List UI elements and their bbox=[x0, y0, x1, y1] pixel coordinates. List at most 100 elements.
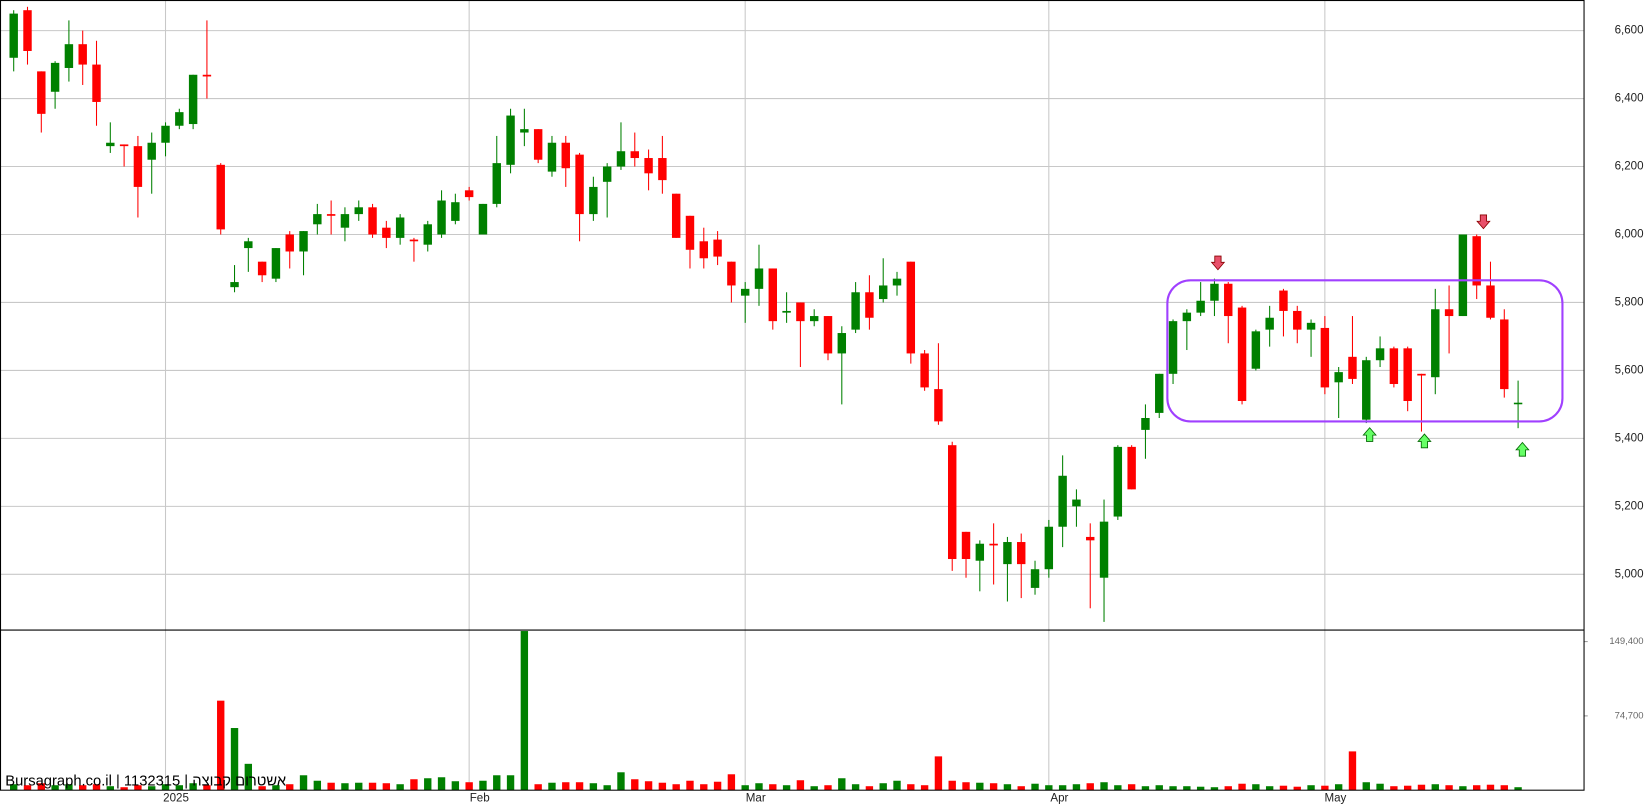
candle-body bbox=[768, 268, 778, 322]
volume-bar bbox=[1390, 786, 1398, 791]
buy-arrow bbox=[1362, 427, 1377, 442]
candle-body bbox=[382, 227, 391, 238]
volume-bar bbox=[424, 778, 432, 791]
candle-body bbox=[865, 292, 874, 318]
candle-body bbox=[1155, 373, 1164, 413]
volume-bar bbox=[1514, 787, 1522, 791]
volume-bar bbox=[1114, 785, 1122, 791]
candle-body bbox=[740, 288, 750, 296]
candle-body bbox=[133, 146, 143, 187]
volume-bar bbox=[796, 780, 805, 791]
volume-bar bbox=[106, 786, 114, 791]
volume-bar bbox=[755, 783, 763, 791]
volume-bar bbox=[1500, 785, 1508, 791]
volume-bar bbox=[727, 774, 736, 791]
y-tick-label: 149,400 bbox=[1609, 636, 1643, 647]
candle-body bbox=[685, 215, 695, 250]
candle-body bbox=[1458, 234, 1468, 317]
volume-bar bbox=[1127, 784, 1136, 791]
volume-bar bbox=[479, 780, 487, 791]
candle-body bbox=[1500, 319, 1509, 390]
range-box bbox=[1166, 279, 1564, 423]
candle-body bbox=[1265, 317, 1274, 330]
volume-bar bbox=[203, 785, 211, 791]
candle-body bbox=[1348, 356, 1357, 379]
candle-body bbox=[340, 214, 350, 228]
volume-bar bbox=[893, 780, 901, 791]
y-tick-label: 5,200 bbox=[1615, 500, 1644, 512]
volume-bar bbox=[976, 782, 984, 791]
buy-arrow bbox=[1417, 433, 1432, 449]
volume-bar bbox=[769, 784, 777, 791]
candle-body bbox=[1099, 521, 1109, 578]
volume-bar bbox=[907, 784, 915, 791]
candle-body bbox=[368, 207, 377, 235]
volume-bar bbox=[51, 785, 59, 791]
volume-bar bbox=[299, 775, 308, 791]
candle-body bbox=[147, 142, 156, 160]
candle-body bbox=[1417, 373, 1426, 376]
candle-body bbox=[1293, 310, 1302, 330]
volume-bar bbox=[341, 783, 349, 791]
candle-body bbox=[326, 214, 336, 216]
volume-bar bbox=[700, 784, 708, 791]
candle-body bbox=[975, 543, 985, 561]
volume-bar bbox=[1279, 785, 1288, 791]
candle-body bbox=[1030, 569, 1040, 588]
candle-body bbox=[23, 10, 32, 51]
candle-body bbox=[37, 71, 46, 114]
volume-bar bbox=[465, 782, 473, 791]
volume-bar bbox=[1141, 786, 1150, 791]
candle-body bbox=[644, 158, 653, 174]
candle-body bbox=[934, 389, 943, 422]
volume-bar bbox=[189, 783, 197, 791]
candle-body bbox=[119, 144, 129, 147]
volume-bar bbox=[617, 772, 625, 791]
volume-bar bbox=[810, 786, 818, 791]
candle-body bbox=[961, 531, 971, 560]
volume-bar bbox=[451, 781, 460, 791]
volume-bar bbox=[879, 783, 887, 791]
volume-bar bbox=[244, 763, 253, 791]
x-tick-label: May bbox=[1324, 793, 1346, 805]
volume-bar bbox=[396, 784, 404, 791]
watermark: Bursagraph.co.il | 1132315 | אשטרום קבוצ… bbox=[5, 774, 287, 790]
volume-bar bbox=[1459, 786, 1467, 791]
candle-body bbox=[754, 268, 764, 289]
volume-bar bbox=[1155, 785, 1163, 791]
candle-body bbox=[1113, 446, 1123, 517]
volume-bar bbox=[1417, 784, 1426, 791]
volume-bar bbox=[1376, 783, 1384, 791]
volume-bar bbox=[1362, 782, 1370, 791]
volume-bar bbox=[686, 780, 694, 791]
candle-body bbox=[257, 261, 267, 276]
candle-body bbox=[630, 151, 639, 159]
volume-bar bbox=[589, 783, 598, 791]
volume-bar bbox=[741, 785, 749, 791]
y-tick-label: 5,600 bbox=[1615, 364, 1644, 376]
x-tick-label: Mar bbox=[746, 793, 766, 805]
volume-bar bbox=[1293, 786, 1301, 791]
marks bbox=[9, 6, 1523, 791]
volume-bar bbox=[217, 700, 225, 791]
volume-bar bbox=[120, 787, 128, 791]
candle-body bbox=[285, 234, 294, 252]
candle-body bbox=[437, 200, 446, 235]
y-tick-label: 6,200 bbox=[1615, 161, 1644, 173]
candle-body bbox=[175, 112, 184, 126]
candle-body bbox=[161, 125, 170, 143]
volume-bar bbox=[1431, 784, 1439, 791]
x-tick-label: Feb bbox=[470, 793, 490, 805]
volume-bar bbox=[1403, 785, 1412, 791]
y-tick-label: 6,600 bbox=[1615, 25, 1644, 37]
candle-body bbox=[423, 224, 432, 245]
volume-bar bbox=[1045, 785, 1053, 791]
volume-bar bbox=[175, 785, 184, 791]
candle-body bbox=[520, 129, 529, 133]
volume-bar bbox=[1472, 785, 1481, 791]
volume-bar bbox=[1086, 783, 1094, 791]
volume-bar bbox=[824, 785, 832, 791]
volume-bar bbox=[851, 784, 860, 791]
candle-body bbox=[299, 231, 308, 252]
candle-body bbox=[1279, 290, 1288, 311]
